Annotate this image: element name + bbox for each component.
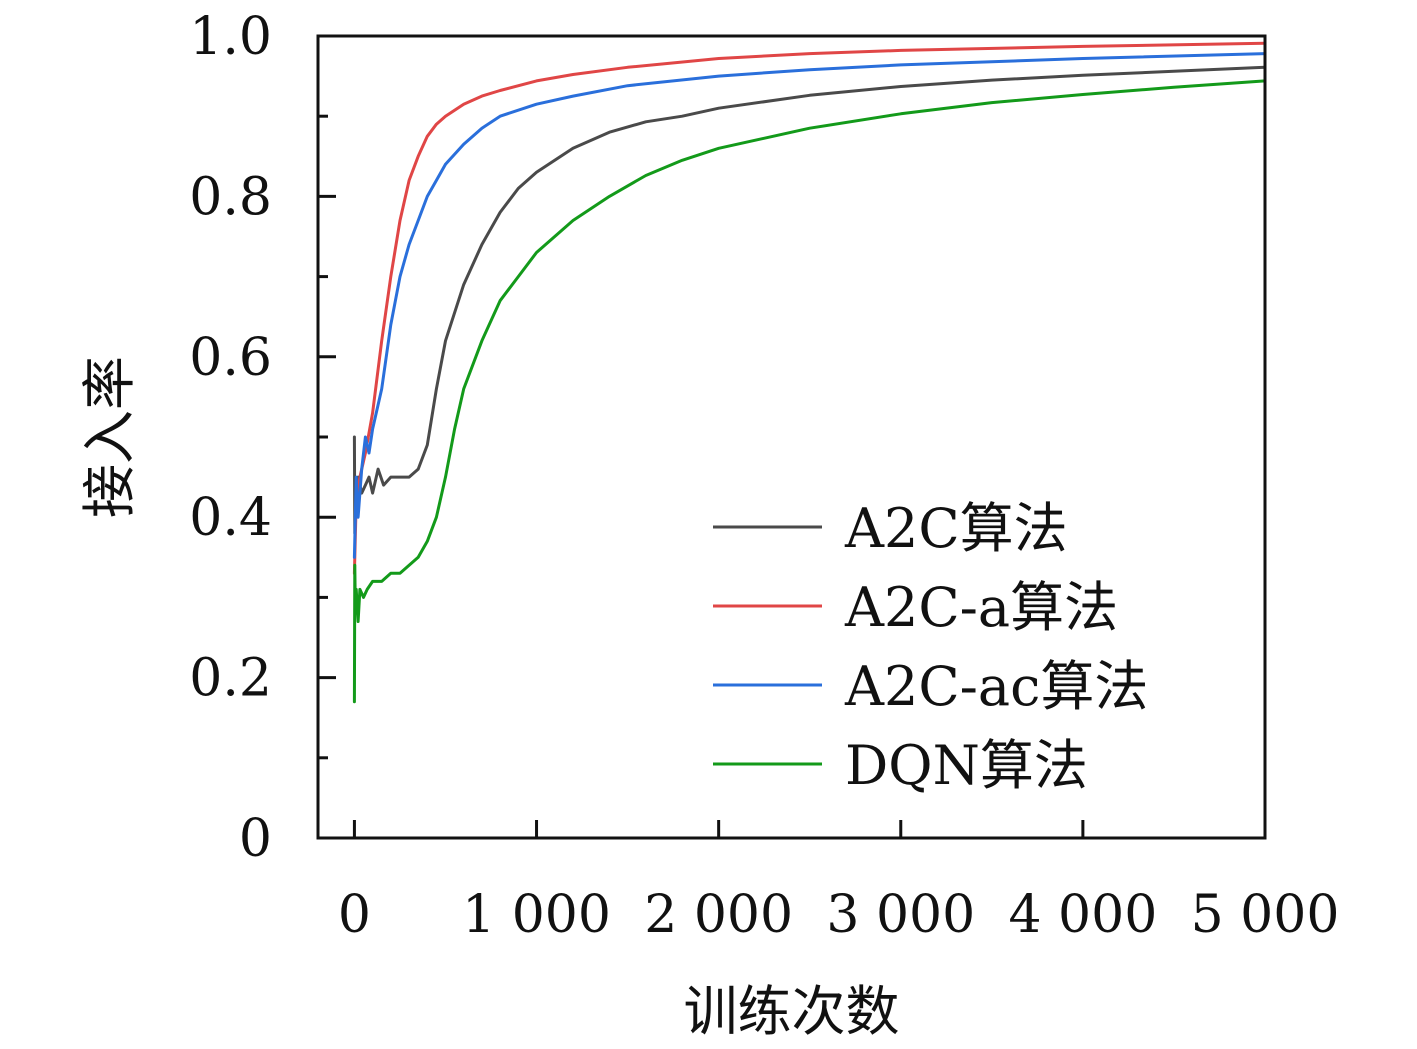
legend-label: A2C-ac算法 [844, 655, 1148, 718]
legend: A2C算法 A2C-a算法 A2C-ac算法 DQN算法 [713, 497, 1148, 797]
x-tick-label: 1 000 [462, 885, 611, 945]
x-tick-label: 3 000 [826, 885, 975, 945]
x-tick-label: 0 [338, 885, 371, 945]
x-tick-label: 4 000 [1008, 885, 1157, 945]
x-tick-label: 5 000 [1191, 885, 1340, 945]
legend-label: A2C-a算法 [844, 576, 1118, 639]
y-tick-label: 0.6 [189, 328, 272, 388]
y-axis-title: 接入率 [78, 356, 141, 518]
axes-layer: 0 1 000 2 000 3 000 4 000 5 000 0 0.2 0.4 0.6 0.8 1… [189, 7, 1339, 945]
y-tick-label: 1.0 [189, 7, 272, 67]
y-tick-label: 0.8 [189, 167, 272, 227]
series-layer [352, 41, 1267, 704]
x-axis-title: 训练次数 [684, 980, 900, 1043]
series-line-0 [352, 65, 1267, 535]
y-tick-label: 0.4 [189, 488, 272, 548]
y-tick-label: 0.2 [189, 649, 272, 709]
legend-label: A2C算法 [844, 497, 1068, 560]
y-tick-label: 0 [239, 809, 272, 869]
x-tick-label: 2 000 [644, 885, 793, 945]
legend-label: DQN算法 [845, 734, 1088, 797]
series-line-1 [352, 41, 1267, 575]
series-line-2 [352, 52, 1267, 559]
series-line-3 [352, 79, 1267, 704]
